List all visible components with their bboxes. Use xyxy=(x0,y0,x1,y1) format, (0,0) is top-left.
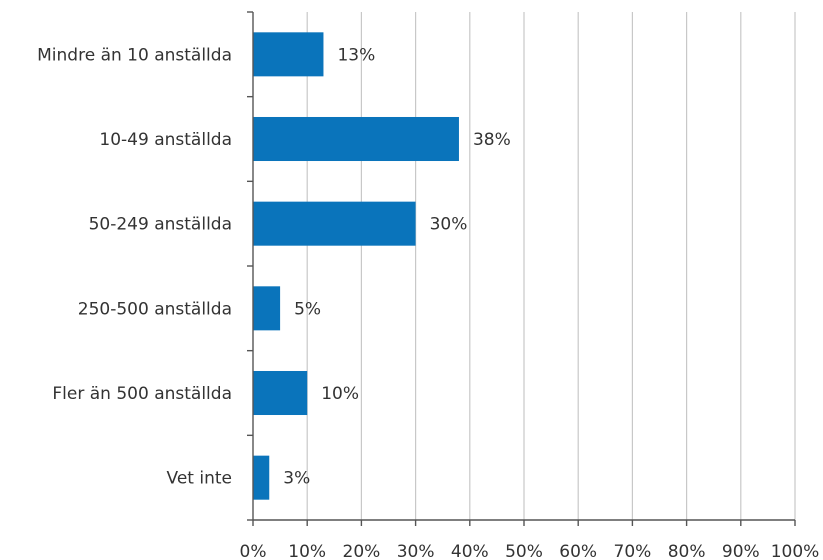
category-label-1: Mindre än 10 anställda xyxy=(37,45,232,65)
bar-5 xyxy=(253,370,308,416)
bar-1 xyxy=(253,32,324,77)
data-label-4: 5% xyxy=(294,299,321,319)
x-tick-label-5: 50% xyxy=(505,542,543,560)
x-tick-label-9: 90% xyxy=(722,542,760,560)
category-label-3: 50-249 anställda xyxy=(89,215,232,235)
bar-3 xyxy=(253,201,416,246)
axes xyxy=(247,11,796,526)
x-tick-label-8: 80% xyxy=(668,542,706,560)
x-tick-label-0: 0% xyxy=(240,542,267,560)
data-label-1: 13% xyxy=(337,45,375,65)
data-label-5: 10% xyxy=(321,384,359,404)
x-tick-label-3: 30% xyxy=(397,542,435,560)
x-tick-label-2: 20% xyxy=(343,542,381,560)
bar-6 xyxy=(253,455,270,500)
x-tick-label-1: 10% xyxy=(288,542,326,560)
bar-2 xyxy=(253,116,459,162)
data-label-6: 3% xyxy=(283,469,310,489)
x-tick-label-7: 70% xyxy=(614,542,652,560)
x-tick-label-10: 100% xyxy=(771,542,820,560)
category-label-4: 250-500 anställda xyxy=(78,299,232,319)
bar-4 xyxy=(253,286,281,331)
category-label-5: Fler än 500 anställda xyxy=(52,384,232,404)
category-label-2: 10-49 anställda xyxy=(99,130,232,150)
x-tick-label-6: 60% xyxy=(559,542,597,560)
labels: 0% 10% 20% 30% 40% 50% 60% 70% 80% 90% 100% Mindre … xyxy=(37,45,819,560)
data-label-2: 38% xyxy=(473,130,511,150)
bars xyxy=(253,32,459,500)
category-label-6: Vet inte xyxy=(167,469,232,489)
x-tick-label-4: 40% xyxy=(451,542,489,560)
data-label-3: 30% xyxy=(430,215,468,235)
gridlines xyxy=(306,12,796,520)
